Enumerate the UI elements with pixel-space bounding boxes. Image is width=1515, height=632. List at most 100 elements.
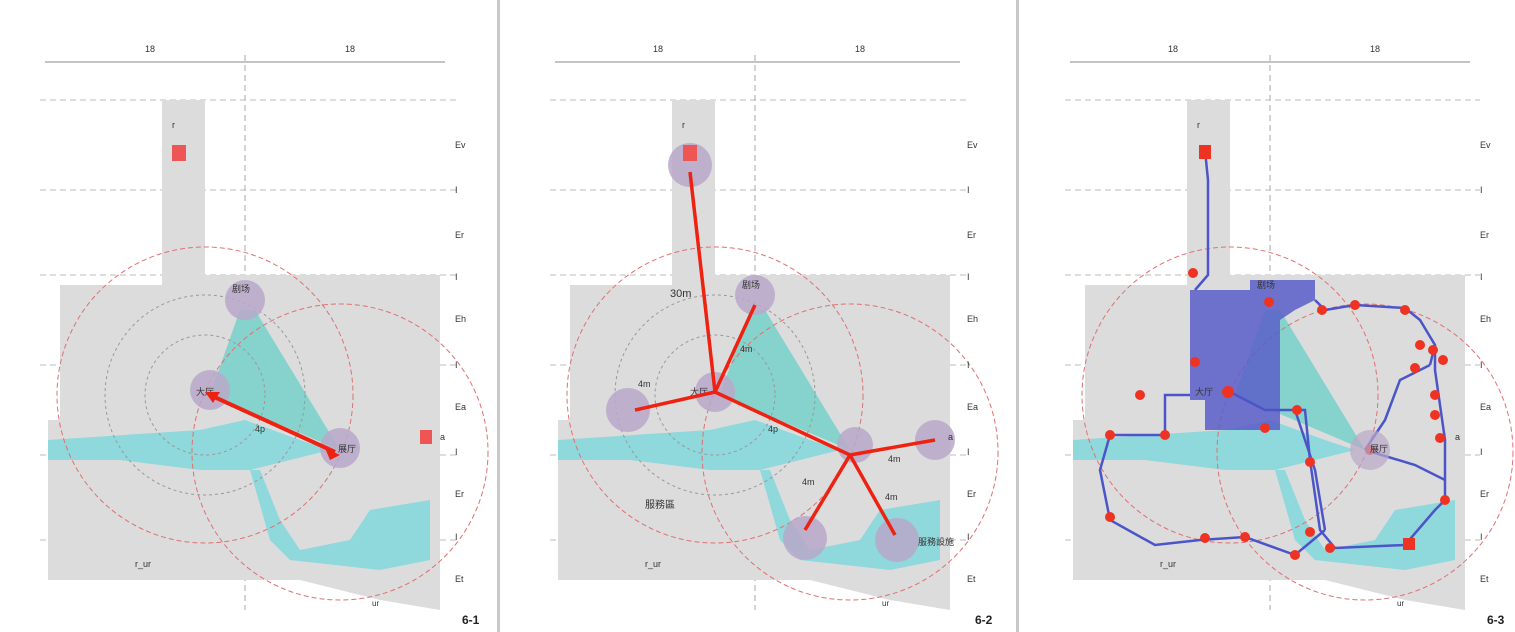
range-circle-left xyxy=(1081,246,1379,544)
scale-5: I xyxy=(1480,360,1483,370)
node-right xyxy=(1350,430,1390,470)
node-top xyxy=(225,280,265,320)
water-area xyxy=(1073,420,1455,570)
scale-10: Et xyxy=(455,574,464,584)
distance-label-30m: 30m xyxy=(670,288,691,300)
bottom-right-label: ur xyxy=(1397,599,1404,608)
scale-0: Ev xyxy=(455,140,466,150)
node-a-label: a xyxy=(1455,432,1460,442)
tower-label: r xyxy=(172,120,175,130)
panel-caption: 6-1 xyxy=(462,613,480,627)
arrow-group xyxy=(634,171,936,536)
panel-6-1: 18 18 r 剧场 大厅 展厅 4p a xyxy=(0,0,500,632)
node-a-label: a xyxy=(440,432,445,442)
scale-7: I xyxy=(455,447,458,457)
scale-6: Ea xyxy=(967,402,978,412)
scale-7: I xyxy=(1480,447,1483,457)
tower-label: r xyxy=(1197,120,1200,130)
panel-caption: 6-2 xyxy=(975,613,993,627)
scale-7: I xyxy=(967,447,970,457)
panel-2-drawing: 18 18 r 剧场 大厅 服務設施 xyxy=(550,44,999,610)
scale-6: Ea xyxy=(455,402,466,412)
scale-10: Et xyxy=(1480,574,1489,584)
node-bottom xyxy=(783,516,827,560)
panel-1-drawing: 18 18 r 剧场 大厅 展厅 4p a xyxy=(40,44,489,610)
node-top-label: 剧场 xyxy=(742,280,760,290)
divider-2 xyxy=(1016,0,1019,632)
scale-5: I xyxy=(455,360,458,370)
dim-left-label: 18 xyxy=(653,44,663,54)
scale-5: I xyxy=(967,360,970,370)
scale-3: I xyxy=(1480,272,1483,282)
scale-4: Eh xyxy=(967,314,978,324)
arrow-label-2: 4m xyxy=(638,379,651,389)
arrow-label-4: 4m xyxy=(888,454,901,464)
range-circle-right xyxy=(191,303,489,601)
tower-marker xyxy=(172,145,186,161)
scale-1: I xyxy=(1480,185,1483,195)
node-top-label: 剧场 xyxy=(232,284,250,294)
bottom-left-label: r_ur xyxy=(135,559,151,569)
panel-6-2: 18 18 r 剧场 大厅 服務設施 xyxy=(510,0,1010,632)
scale-6: Ea xyxy=(1480,402,1491,412)
node-right-label: 展厅 xyxy=(338,444,356,454)
arrow-label-5: 4m xyxy=(802,477,815,487)
node-mid xyxy=(837,427,873,463)
sight-wedge xyxy=(720,310,850,450)
range-circle-right xyxy=(1216,303,1514,601)
node-right-label: 展厅 xyxy=(1370,444,1388,454)
arrow-label: 4p xyxy=(255,424,265,434)
dim-left-label: 18 xyxy=(1168,44,1178,54)
panel-6-3: 18 18 xyxy=(1025,0,1515,632)
scale-8: Er xyxy=(455,489,464,499)
scale-3: I xyxy=(967,272,970,282)
node-a-label: a xyxy=(948,432,953,442)
arrow-label-1: 4m xyxy=(740,344,753,354)
bottom-right-label: ur xyxy=(882,599,889,608)
bottom-left-label: r_ur xyxy=(645,559,661,569)
scale-9: I xyxy=(455,532,458,542)
node-hub-label: 大厅 xyxy=(1195,386,1213,397)
node-a-marker xyxy=(420,430,432,444)
dim-right-label: 18 xyxy=(1370,44,1380,54)
node-top-label: 剧场 xyxy=(1257,280,1275,290)
water-area xyxy=(558,420,940,570)
node-center-label: 大厅 xyxy=(196,386,214,397)
scale-0: Ev xyxy=(1480,140,1491,150)
scale-9: I xyxy=(1480,532,1483,542)
dim-right-label: 18 xyxy=(345,44,355,54)
divider-1 xyxy=(497,0,500,632)
scale-8: Er xyxy=(967,489,976,499)
tower-label: r xyxy=(682,120,685,130)
node-left xyxy=(606,388,650,432)
scale-4: Eh xyxy=(455,314,466,324)
bottom-right-label: ur xyxy=(372,599,379,608)
panel-caption: 6-3 xyxy=(1487,613,1505,627)
range-circle-right xyxy=(701,303,999,601)
scale-8: Er xyxy=(1480,489,1489,499)
arrow-label-6: 4m xyxy=(885,492,898,502)
scale-10: Et xyxy=(967,574,976,584)
node-hub-label: 大厅 xyxy=(690,386,708,397)
path-nodes xyxy=(1105,145,1450,560)
scale-2: Er xyxy=(967,230,976,240)
scale-2: Er xyxy=(455,230,464,240)
arrow-center-right xyxy=(209,393,336,454)
scale-4: Eh xyxy=(1480,314,1491,324)
range-circle-left xyxy=(566,246,864,544)
hall-block xyxy=(1190,280,1315,430)
scale-1: I xyxy=(967,185,970,195)
sight-wedge xyxy=(210,310,340,450)
node-tower xyxy=(668,143,712,187)
range-circle-left xyxy=(56,246,354,544)
node-bottom-right xyxy=(875,518,919,562)
service-area-label: 服務區 xyxy=(645,498,675,511)
dim-left-label: 18 xyxy=(145,44,155,54)
arrow-label-3: 4p xyxy=(768,424,778,434)
node-top xyxy=(735,275,775,315)
bottom-left-label: r_ur xyxy=(1160,559,1176,569)
water-area xyxy=(48,420,430,570)
scale-2: Er xyxy=(1480,230,1489,240)
panel-3-drawing: 18 18 xyxy=(1065,44,1514,610)
scale-9: I xyxy=(967,532,970,542)
